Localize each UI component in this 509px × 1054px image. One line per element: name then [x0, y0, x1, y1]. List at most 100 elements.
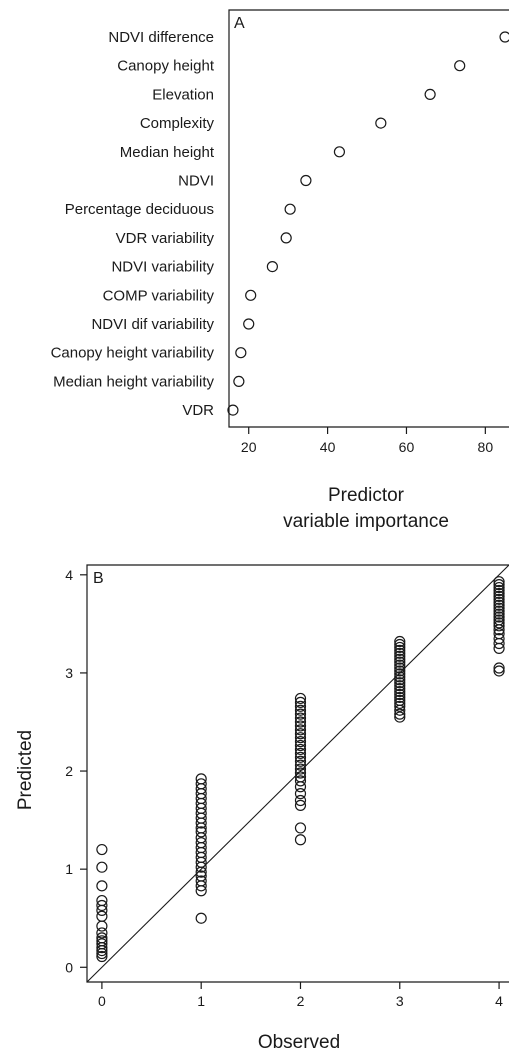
panel-b-point: [394, 656, 406, 668]
panel-b-point: [96, 950, 108, 963]
panel-b-point: [493, 584, 505, 597]
panel-a-label: Percentage deciduous: [65, 201, 214, 218]
panel-b-point: [394, 685, 406, 698]
panel-b-point: [294, 775, 307, 787]
panel-b-frame: [86, 564, 509, 983]
panel-b-point: [195, 885, 207, 897]
panel-b-point: [294, 822, 307, 834]
panel-b-point: [493, 608, 505, 620]
panel-a-label: NDVI variability: [111, 259, 214, 276]
panel-b-point: [394, 711, 406, 723]
panel-b-point: [394, 635, 406, 648]
panel-b-point: [294, 799, 307, 811]
panel-b-point: [96, 861, 108, 873]
panel-b-point: [294, 728, 307, 740]
panel-b-point: [195, 880, 207, 892]
panel-b-point: [493, 593, 505, 605]
panel-a-point: [300, 174, 312, 187]
panel-a-point: [227, 404, 239, 416]
panel-b-point: [394, 659, 406, 671]
panel-b-point: [294, 755, 307, 767]
panel-b-point: [493, 581, 505, 594]
panel-b-y-tick-label: 0: [65, 959, 73, 975]
panel-a-label: Median height: [120, 144, 215, 161]
panel-a-x-tick-label: 20: [241, 439, 257, 455]
panel-b-point: [394, 691, 406, 704]
panel-a-letter: A: [234, 15, 245, 32]
panel-b-y-tick-label: 1: [65, 861, 73, 877]
panel-a-label: NDVI: [178, 173, 214, 190]
panel-b-point: [493, 590, 505, 602]
panel-b-point: [394, 653, 406, 665]
panel-a-point: [266, 261, 278, 273]
panel-b-point: [394, 641, 406, 654]
panel-b-point: [96, 945, 108, 957]
panel-a-label: Elevation: [152, 86, 214, 103]
panel-b-point: [493, 617, 505, 629]
panel-a-x-axis-title-line2: variable importance: [283, 511, 449, 532]
panel-b-point: [96, 899, 108, 912]
panel-a-point: [233, 375, 245, 387]
panel-b-point: [96, 904, 108, 916]
panel-b-point: [493, 599, 505, 611]
panel-a-frame: [228, 9, 509, 428]
panel-b-point: [294, 696, 307, 708]
panel-b-point: [394, 680, 406, 692]
panel-b-letter: B: [93, 570, 104, 587]
panel-b-point: [294, 767, 307, 779]
panel-b-x-tick-label: 2: [297, 993, 305, 1009]
panel-a-label: NDVI difference: [108, 29, 214, 46]
panel-a-point: [454, 60, 466, 72]
panel-b-point: [294, 739, 307, 752]
panel-b-point: [493, 665, 505, 677]
panel-b-point: [394, 665, 406, 677]
panel-b-point: [394, 674, 406, 686]
panel-b-x-tick-label: 4: [495, 993, 503, 1009]
panel-a-label: VDR variability: [116, 230, 215, 247]
panel-b-point: [294, 736, 307, 748]
panel-b-point: [394, 671, 406, 683]
panel-b-point: [294, 834, 307, 846]
panel-a-point: [333, 146, 346, 158]
panel-b-point: [294, 751, 307, 763]
panel-b-point: [294, 724, 307, 736]
panel-b-y-tick-label: 4: [65, 567, 73, 583]
panel-a-point: [424, 88, 436, 101]
panel-a-point: [235, 347, 247, 359]
panel-b-point: [294, 788, 307, 800]
panel-a-point: [284, 203, 296, 215]
panel-a-x-axis-title: Predictor: [328, 485, 405, 506]
panel-b-point: [493, 642, 505, 655]
panel-b-point: [493, 579, 505, 591]
panel-b-point: [96, 920, 108, 932]
panel-b-y-tick-label: 2: [65, 763, 73, 779]
panel-b-point: [294, 763, 307, 775]
panel-b-points: [96, 576, 505, 963]
panel-b-point: [96, 927, 108, 939]
panel-b-point: [96, 942, 108, 954]
panel-b-x-tick-label: 3: [396, 993, 404, 1009]
panel-b-point: [195, 817, 207, 829]
panel-b-point: [493, 637, 505, 650]
panel-b-point: [294, 794, 307, 807]
panel-b-point: [294, 759, 307, 771]
panel-b-point: [195, 912, 207, 924]
panel-b-point: [294, 732, 307, 744]
panel-b-point: [96, 880, 108, 892]
panel-b-point: [394, 647, 406, 659]
panel-b-observed-vs-predicted: B 0 1 2 3 4 0 1 2 3 4 Observed Predicted: [15, 564, 509, 1053]
panel-a-label: VDR: [182, 402, 214, 419]
panel-b-point: [294, 712, 307, 724]
panel-b-point: [394, 677, 406, 689]
panel-b-point: [195, 861, 207, 873]
panel-a-label: Complexity: [140, 115, 215, 132]
panel-b-point: [493, 602, 505, 614]
panel-b-point: [294, 692, 307, 705]
panel-a-x-axis: 20 40 60 80: [241, 427, 493, 455]
panel-a-x-tick-label: 60: [399, 439, 415, 455]
panel-b-point: [294, 747, 307, 759]
panel-b-point: [96, 910, 108, 922]
panel-b-point: [294, 704, 307, 716]
panel-b-point: [493, 611, 505, 623]
panel-a-point: [280, 232, 292, 244]
